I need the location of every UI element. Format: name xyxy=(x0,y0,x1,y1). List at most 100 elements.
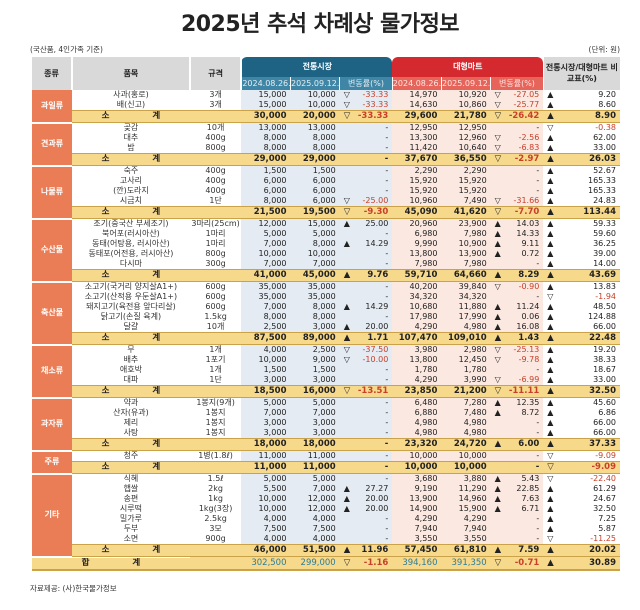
mart-price-2024: 29,600 xyxy=(392,110,442,123)
compare-up-icon: ▲ xyxy=(547,229,554,238)
mart-price-2025: 391,350 xyxy=(441,556,491,571)
mart-change-pct: -2.56 xyxy=(506,133,544,143)
trad-change-down-icon: ▽ xyxy=(339,344,356,355)
table-row: 대추 400g 8,000 8,000 -13,300 12,960 ▽ -2.56 ▲ 62.0… xyxy=(32,133,620,143)
trad-change-pct: -1.16 xyxy=(355,556,393,571)
trad-change-pct: 20.00 xyxy=(355,494,393,504)
trad-price-2024: 10,000 xyxy=(241,494,291,504)
compare-pct: 165.33 xyxy=(588,176,616,185)
trad-price-2024: 3,000 xyxy=(241,375,291,386)
mart-price-2024: 14,970 xyxy=(392,90,442,100)
trad-change-none-icon xyxy=(339,428,356,439)
trad-price-2025: 5,000 xyxy=(290,397,340,408)
category-label: 축산물 xyxy=(32,281,73,346)
mart-change-pct: -25.77 xyxy=(506,100,544,111)
mart-change-pct: -6.99 xyxy=(506,375,544,386)
mart-price-2024: 7,940 xyxy=(392,524,442,534)
compare-pct: 36.25 xyxy=(593,239,616,248)
compare-up-icon: ▲ xyxy=(543,332,564,345)
compare-up-icon: ▲ xyxy=(547,249,554,258)
item-spec: 3마리(25cm) xyxy=(191,219,240,228)
mart-change-down-icon: ▽ xyxy=(490,196,507,207)
table-row: 두부 3모 7,500 7,500-7,940 7,940- ▲ 5.87 xyxy=(32,524,620,534)
category-label: 과일류 xyxy=(32,90,73,124)
subtotal-spec-blank xyxy=(189,332,242,345)
mart-price-2025: 7,480 xyxy=(441,408,491,418)
subtotal-spec-blank xyxy=(189,110,242,123)
table-row: 배(신고) 3개 15,000 10,000 ▽ -33.33 14,630 10,860 ▽ -… xyxy=(32,100,620,111)
trad-price-2025: 16,000 xyxy=(290,385,340,398)
trad-price-2024: 8,000 xyxy=(241,133,291,143)
trad-price-2025: 8,000 xyxy=(290,239,340,249)
mart-change-pct: -31.66 xyxy=(506,196,544,207)
compare-pct: 8.90 xyxy=(563,110,620,123)
compare-pct: 22.48 xyxy=(563,332,620,345)
trad-price-2025: 51,500 xyxy=(290,544,340,557)
trad-price-2024: 35,000 xyxy=(241,281,291,292)
trad-change-none-icon xyxy=(339,153,356,166)
compare-up-icon: ▲ xyxy=(547,494,554,503)
unit-note: (단위: 원) xyxy=(588,45,620,54)
table-row: 견과류 곶감 10개 13,000 13,000-12,950 12,950- ▽ -0.38 xyxy=(32,122,620,167)
trad-change-pct: - xyxy=(355,473,393,484)
mart-change-up-icon: ▲ xyxy=(490,408,507,418)
mart-change-none-icon xyxy=(490,418,507,428)
compare-up-icon: ▲ xyxy=(547,259,554,268)
mart-price-2024: 10,680 xyxy=(392,302,442,312)
item-name: 북어포(러시아산) xyxy=(102,229,160,238)
trad-change-none-icon xyxy=(339,122,356,133)
mart-change-up-icon: ▲ xyxy=(490,312,507,322)
trad-change-up-icon: ▲ xyxy=(339,239,356,249)
mart-price-2025: 24,720 xyxy=(441,438,491,451)
header-large-mart: 대형마트 xyxy=(392,57,544,77)
trad-change-pct: - xyxy=(355,186,393,196)
mart-price-2024: 4,290 xyxy=(392,375,442,386)
mart-price-2024: 13,300 xyxy=(392,133,442,143)
mart-change-down-icon: ▽ xyxy=(490,281,507,292)
trad-price-2025: 10,000 xyxy=(290,90,340,100)
compare-pct: 113.44 xyxy=(563,206,620,219)
mart-change-pct: -25.13 xyxy=(506,344,544,355)
trad-change-pct: -37.50 xyxy=(355,344,393,355)
compare-up-icon: ▲ xyxy=(547,375,554,384)
mart-change-none-icon xyxy=(490,534,507,545)
compare-pct: 24.67 xyxy=(593,494,616,503)
mart-price-2024: 107,470 xyxy=(392,332,442,345)
compare-up-icon: ▲ xyxy=(543,110,564,123)
trad-change-pct: - xyxy=(355,312,393,322)
mart-change-pct: - xyxy=(506,365,544,375)
trad-change-none-icon xyxy=(339,418,356,428)
mart-change-up-icon: ▲ xyxy=(490,269,507,282)
trad-price-2024: 8,000 xyxy=(241,196,291,207)
table-row: 닭고기(손질 육계) 1.5kg 8,000 8,000-17,980 17,990 ▲ 0… xyxy=(32,312,620,322)
compare-pct: 18.67 xyxy=(593,365,616,374)
total-row: 합 계 302,500 299,000 ▽ -1.16 394,160 391,350 ▽ -0… xyxy=(32,556,620,571)
compare-pct: 5.87 xyxy=(598,524,616,533)
page-title: 2025년 추석 차례상 물가정보 xyxy=(180,12,460,37)
trad-price-2025: 6,000 xyxy=(290,186,340,196)
trad-change-pct: 1.71 xyxy=(355,332,393,345)
trad-price-2024: 41,000 xyxy=(241,269,291,282)
mart-price-2024: 7,980 xyxy=(392,259,442,270)
item-name: 닭고기(손질 육계) xyxy=(100,312,162,321)
mart-change-pct: 22.85 xyxy=(506,484,544,494)
mart-change-none-icon xyxy=(490,514,507,524)
compare-pct: 61.29 xyxy=(593,484,616,493)
subtotal-spec-blank xyxy=(189,438,242,451)
mart-change-pct: - xyxy=(506,259,544,270)
trad-change-pct: - xyxy=(355,428,393,439)
item-name: 사과(홍로) xyxy=(113,90,149,99)
compare-up-icon: ▲ xyxy=(547,239,554,248)
mart-price-2025: 3,880 xyxy=(441,473,491,484)
trad-price-2025: 4,000 xyxy=(290,514,340,524)
item-name: 햅쌀 xyxy=(123,484,139,493)
trad-price-2024: 6,000 xyxy=(241,186,291,196)
mart-change-pct: 6.00 xyxy=(506,438,544,451)
trad-change-up-icon: ▲ xyxy=(339,544,356,557)
trad-price-2024: 10,000 xyxy=(241,504,291,514)
trad-change-none-icon xyxy=(339,461,356,474)
category-label: 기타 xyxy=(32,473,73,558)
trad-change-none-icon xyxy=(339,281,356,292)
mart-price-2025: 34,320 xyxy=(441,292,491,302)
trad-change-pct: - xyxy=(355,249,393,259)
